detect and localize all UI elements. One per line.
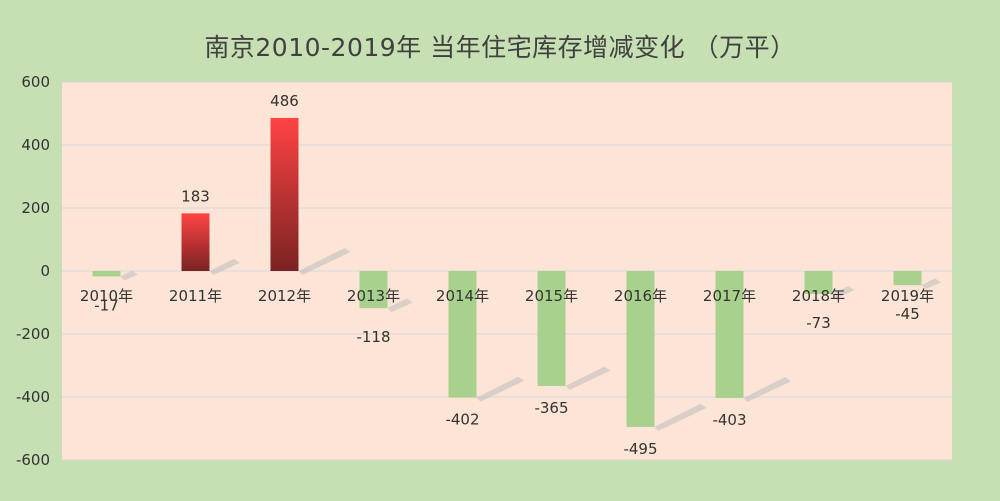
x-category-label: 2014年 bbox=[436, 287, 489, 305]
data-label: 486 bbox=[270, 92, 299, 110]
y-tick-label: -200 bbox=[16, 325, 50, 343]
bar bbox=[448, 271, 477, 398]
bar-shadow bbox=[476, 376, 525, 402]
bar-shadows bbox=[120, 248, 942, 431]
y-axis-ticks: 600 400 200 0 -200 -400 -600 bbox=[16, 73, 50, 469]
y-tick-label: -400 bbox=[16, 388, 50, 406]
x-category-label: 2012年 bbox=[258, 287, 311, 305]
x-category-label: 2019年 bbox=[881, 287, 934, 305]
bar-shadow bbox=[120, 270, 138, 281]
x-category-label: 2017年 bbox=[703, 287, 756, 305]
gridlines bbox=[62, 81, 952, 461]
x-category-label: 2015年 bbox=[525, 287, 578, 305]
bar bbox=[181, 213, 210, 271]
bar bbox=[359, 271, 388, 309]
bar bbox=[270, 117, 299, 271]
bars bbox=[92, 117, 922, 427]
bar bbox=[715, 271, 744, 398]
x-category-label: 2010年 bbox=[80, 287, 133, 305]
data-label: -365 bbox=[534, 399, 568, 417]
bar-shadow bbox=[565, 366, 611, 390]
bar-shadow bbox=[921, 278, 942, 290]
data-label: -402 bbox=[445, 411, 479, 429]
data-label: -495 bbox=[623, 440, 657, 458]
data-label: -403 bbox=[712, 411, 746, 429]
x-category-label: 2016年 bbox=[614, 287, 667, 305]
bar bbox=[893, 271, 922, 286]
y-tick-label: 400 bbox=[21, 136, 50, 154]
data-label: -45 bbox=[895, 305, 920, 323]
x-category-label: 2018年 bbox=[792, 287, 845, 305]
bar-shadow bbox=[832, 286, 855, 298]
y-tick-label: 200 bbox=[21, 199, 50, 217]
data-label: -118 bbox=[356, 328, 390, 346]
y-tick-label: 0 bbox=[40, 262, 50, 280]
y-tick-label: 600 bbox=[21, 73, 50, 91]
bar bbox=[92, 271, 121, 277]
bar-shadow bbox=[654, 403, 707, 431]
data-label: -17 bbox=[94, 296, 119, 314]
x-category-label: 2013年 bbox=[347, 287, 400, 305]
x-axis-labels: 2010年 2011年 2012年 2013年 2014年 2015年 2016年 2017年… bbox=[80, 287, 934, 305]
bar-shadow bbox=[743, 377, 792, 402]
bar bbox=[626, 271, 655, 427]
y-tick-label: -600 bbox=[16, 451, 50, 469]
bar-shadow bbox=[209, 258, 240, 275]
data-label: -73 bbox=[806, 314, 831, 332]
bar-shadow bbox=[387, 298, 413, 313]
bar bbox=[804, 271, 833, 294]
chart-title: 南京2010-2019年 当年住宅库存增减变化 （万平） bbox=[204, 33, 796, 62]
data-label: 183 bbox=[181, 187, 210, 205]
bar bbox=[537, 271, 566, 386]
data-labels: -17 183 486 -118 -402 -365 -495 -403 -73 -45 bbox=[94, 92, 920, 458]
x-category-label: 2011年 bbox=[169, 287, 222, 305]
bar-shadow bbox=[298, 248, 351, 275]
